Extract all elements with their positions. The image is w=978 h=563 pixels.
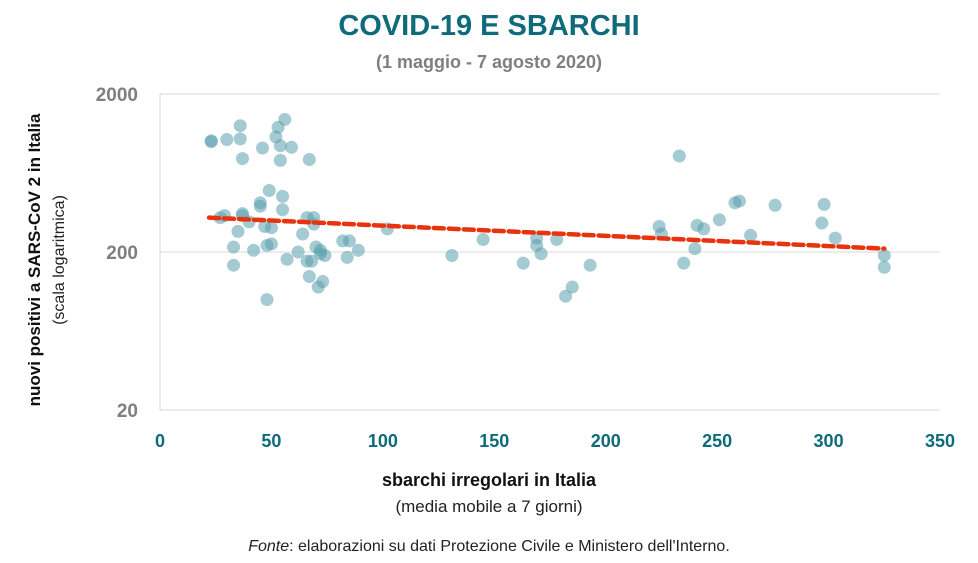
data-point xyxy=(516,256,530,270)
data-point xyxy=(697,222,711,236)
data-point xyxy=(550,232,564,246)
data-point xyxy=(476,232,490,246)
data-point xyxy=(677,256,691,270)
data-point xyxy=(583,258,597,272)
data-point xyxy=(688,242,702,256)
x-axis-ticks: 0 50 100 150 200 250 300 350 xyxy=(155,431,955,451)
data-point xyxy=(815,216,829,230)
x-tick-label: 200 xyxy=(591,431,621,451)
data-point xyxy=(231,224,245,238)
data-point xyxy=(305,254,319,268)
data-point xyxy=(342,234,356,248)
data-points xyxy=(204,112,891,307)
data-point xyxy=(302,152,316,166)
y-axis-ticks: 20 200 2000 xyxy=(96,85,138,422)
data-point xyxy=(227,258,241,272)
data-point xyxy=(247,243,261,257)
data-point xyxy=(672,149,686,163)
data-point xyxy=(260,293,274,307)
gridlines xyxy=(159,93,940,411)
data-point xyxy=(264,221,278,235)
data-point xyxy=(559,289,573,303)
data-point xyxy=(445,249,459,263)
data-point xyxy=(877,260,891,274)
x-tick-label: 150 xyxy=(479,431,509,451)
y-tick-label: 20 xyxy=(117,401,138,422)
x-tick-label: 0 xyxy=(155,431,165,451)
data-point xyxy=(340,250,354,264)
data-point xyxy=(262,184,276,198)
data-point xyxy=(534,247,548,261)
trend-line-path xyxy=(206,215,887,251)
data-point xyxy=(712,213,726,227)
y-tick-label: 200 xyxy=(106,243,138,264)
source-label: Fonte xyxy=(248,538,290,555)
data-point xyxy=(276,203,290,217)
data-point xyxy=(318,249,332,263)
y-axis-label: nuovi positivi a SARS-CoV 2 in Italia xyxy=(25,113,44,406)
source-text: : elaborazioni su dati Protezione Civile… xyxy=(289,538,730,555)
data-point xyxy=(296,227,310,241)
data-point xyxy=(351,243,365,257)
data-point xyxy=(302,269,316,283)
data-point xyxy=(276,189,290,203)
data-point xyxy=(273,139,287,153)
x-tick-label: 250 xyxy=(702,431,732,451)
data-point xyxy=(732,194,746,208)
data-point xyxy=(768,198,782,212)
x-tick-label: 100 xyxy=(368,431,398,451)
data-point xyxy=(233,132,247,146)
chart-title: COVID-19 E SBARCHI xyxy=(338,10,640,42)
data-point xyxy=(278,112,292,126)
chart-subtitle: (1 maggio - 7 agosto 2020) xyxy=(375,52,603,72)
data-point xyxy=(828,231,842,245)
data-point xyxy=(204,135,218,149)
data-point xyxy=(565,280,579,294)
data-point xyxy=(220,133,234,147)
data-point xyxy=(264,237,278,251)
data-point xyxy=(817,197,831,211)
x-axis-label: sbarchi irregolari in Italia xyxy=(381,470,597,490)
data-point xyxy=(253,196,267,210)
data-point xyxy=(256,141,270,155)
data-point xyxy=(291,245,305,259)
data-point xyxy=(280,252,294,266)
trend-line xyxy=(206,215,887,251)
data-point xyxy=(233,119,247,133)
data-point xyxy=(273,153,287,167)
x-tick-label: 300 xyxy=(814,431,844,451)
data-point xyxy=(316,275,330,289)
data-point xyxy=(227,240,241,254)
source-note: Fonte: elaborazioni su dati Protezione C… xyxy=(0,538,978,556)
x-tick-label: 50 xyxy=(261,431,281,451)
data-point xyxy=(877,249,891,263)
data-point xyxy=(744,228,758,242)
x-tick-label: 350 xyxy=(925,431,955,451)
x-axis-sublabel: (media mobile a 7 giorni) xyxy=(395,497,583,516)
y-axis-label-group: nuovi positivi a SARS-CoV 2 in Italia (s… xyxy=(25,113,68,406)
data-point xyxy=(284,140,298,154)
y-tick-label: 2000 xyxy=(96,85,138,106)
data-point xyxy=(235,152,249,166)
y-axis-sublabel: (scala logaritmica) xyxy=(51,195,68,325)
